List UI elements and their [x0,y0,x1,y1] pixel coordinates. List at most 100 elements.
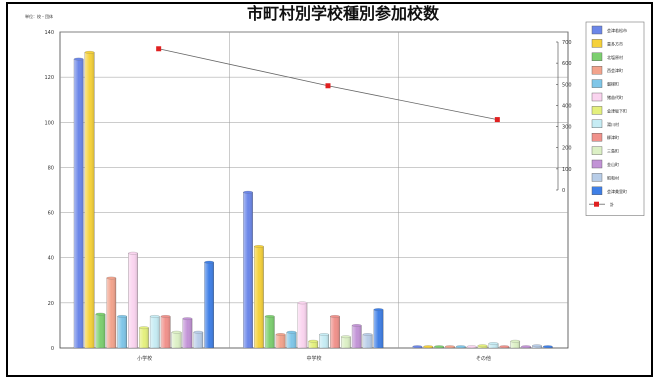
bar-shading [106,278,116,348]
category-label: その他 [476,355,491,362]
legend-label: 北塩原村 [607,54,623,60]
bar-shading [488,343,499,348]
secondary-y-tick-label: 700 [562,40,572,46]
legend-marker [594,201,599,207]
y-axis-ticks: 0 20 40 60 80 100 120 140 [44,30,54,352]
bar-shading [308,341,318,348]
bar-shading [265,316,275,348]
bar-top [341,335,351,339]
bar-top [73,57,84,61]
secondary-y-tick-label: 400 [562,103,572,109]
bar-shading [373,309,384,348]
legend: 会津若松市喜多方市北塩原村西会津町磐梯町猪苗代町会津坂下町湯川村柳津町三島町金山… [585,21,645,216]
bar-top [243,190,253,194]
bar-shading [95,314,106,348]
legend-label: 柳津町 [607,134,619,140]
secondary-y-tick-label: 100 [562,167,572,173]
category-label: 小学校 [137,355,152,362]
bar-top [510,339,520,343]
gridlines [60,31,568,348]
bar-shading [84,52,95,349]
legend-swatch [591,39,603,48]
bar-shading [330,316,340,348]
y-tick-label: 140 [44,30,54,36]
legend-label: 喜多方市 [607,40,623,46]
bar-top [351,324,362,327]
bar-top [521,345,531,348]
bar-shading [171,332,182,348]
bar-shading [319,334,329,348]
legend-swatch [591,66,603,75]
y-tick-label: 100 [44,120,54,126]
chart-title: 市町村別学校種別参加校数 [247,4,440,23]
bar-shading [204,262,214,348]
bar-top [139,326,149,329]
bar-top [95,312,106,316]
legend-label: 磐梯町 [607,81,619,87]
bar-shading [362,334,373,348]
bar-shading [243,192,253,348]
y-tick-label: 60 [48,211,54,217]
legend-label: 三島町 [607,148,619,154]
legend-label: 会津若松市 [607,27,627,33]
chart-svg: 市町村別学校種別参加校数 単位：校・団体 020406080100120140 … [25,4,645,362]
bar-top [543,345,553,348]
bar-top [84,51,95,54]
bar-top [106,276,117,280]
legend-label: 猪苗代町 [607,94,623,100]
total-line-series [156,46,500,123]
bar-top [373,308,384,311]
bar-shading [74,59,84,348]
legend-swatch [591,79,603,88]
y-tick-label: 0 [51,346,54,352]
bar-top [456,345,466,348]
bar-series-group [73,51,553,349]
legend-label: 会津坂下町 [607,107,627,113]
bar-top [275,333,286,336]
legend-swatch [591,146,603,155]
total-point [156,46,162,52]
legend-label: 金山町 [607,161,619,167]
bar-shading [341,336,351,348]
legend-label: 湯川村 [607,121,619,127]
legend-swatch [591,92,603,102]
legend-label: 会津美里町 [607,188,627,194]
y-tick-label: 120 [44,75,54,81]
bar-shading [275,334,286,348]
legend-swatch [591,106,603,115]
y-tick-label: 20 [48,301,54,307]
bar-top [264,315,275,318]
legend-swatch [591,25,603,35]
bar-top [330,315,340,318]
bar-top [308,339,319,343]
bar-shading [117,316,127,348]
bar-top [160,315,171,318]
bar-top [128,251,138,255]
bar-shading [254,246,264,348]
legend-swatch [591,159,603,169]
bar-top [171,330,182,334]
legend-label: 昭和村 [607,174,619,180]
bar-top [488,342,499,345]
legend-label: 西会津町 [607,67,623,73]
bar-top [193,330,204,334]
secondary-y-tick-label: 600 [562,61,572,67]
bar-top [466,345,477,348]
bar-shading [182,318,193,348]
secondary-y-tick-label: 500 [562,82,572,88]
bar-top [423,345,433,348]
bar-top [445,345,455,348]
bar-top [254,245,264,248]
bar-shading [193,332,203,348]
category-label: 中学校 [306,355,321,362]
bar-top [117,315,127,318]
bar-shading [160,316,171,348]
bar-shading [150,316,160,348]
legend-label: 計 [610,201,614,207]
total-point [494,117,500,123]
bar-shading [352,325,362,348]
y-axis-unit-label: 単位：校・団体 [25,13,53,19]
bar-top [319,333,329,336]
total-point [325,83,331,89]
legend-swatch [591,186,603,196]
